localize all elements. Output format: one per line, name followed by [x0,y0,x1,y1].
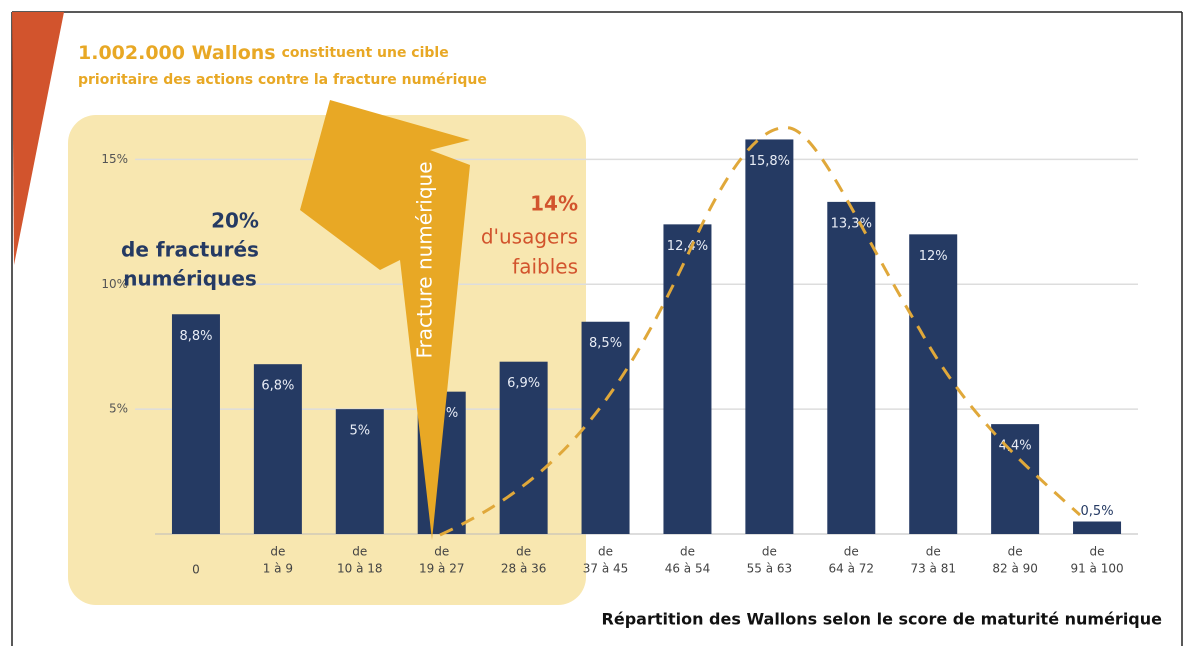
x-tick-label: de [434,545,449,559]
value-label: 12,4% [667,239,708,254]
chart: 5%10%15% 08,8%de1 à 96,8%de10 à 185%de19… [0,0,1195,646]
y-tick-label: 5% [109,402,128,416]
x-tick-label: 19 à 27 [419,562,465,576]
x-tick-label: 91 à 100 [1070,562,1123,576]
value-label: 8,8% [179,329,212,344]
fracture-label: Fracture numérique [413,161,437,358]
title-highlight: 1.002.000 Wallons [78,42,276,64]
x-tick-label: de [680,545,695,559]
x-tick-label: 46 à 54 [665,562,711,576]
x-tick-label: 37 à 45 [583,562,629,576]
x-tick-label: de [1090,545,1105,559]
annotation-text: numériques [123,267,257,291]
x-tick-label: 28 à 36 [501,562,547,576]
bar [172,314,220,534]
value-label: 13,3% [831,216,872,231]
x-tick-label: 10 à 18 [337,562,383,576]
value-label: 15,8% [749,154,790,169]
y-tick-label: 15% [101,152,128,166]
x-tick-label: 55 à 63 [747,562,793,576]
annotation-text: faibles [512,255,578,279]
x-tick-label: 82 à 90 [992,562,1038,576]
bar [582,322,630,534]
value-label: 8,5% [589,336,622,351]
value-label: 0,5% [1081,504,1114,519]
x-axis-label: Répartition des Wallons selon le score d… [602,610,1163,629]
x-tick-label: de [270,545,285,559]
annotation-text: de fracturés [121,238,259,262]
bar [827,202,875,534]
x-tick-label: 1 à 9 [263,562,293,576]
x-tick-label: de [762,545,777,559]
value-label: 5% [349,424,370,439]
x-tick-label: de [844,545,859,559]
title-rest: prioritaire des actions contre la fractu… [78,72,487,88]
bar [1073,522,1121,534]
value-label: 12% [919,249,948,264]
annotation-text: d'usagers [481,225,578,249]
value-label: 6,8% [261,379,294,394]
x-tick-label: de [1008,545,1023,559]
x-tick-label: 73 à 81 [910,562,956,576]
x-tick-label: 64 à 72 [829,562,875,576]
x-tick-label: de [516,545,531,559]
x-tick-label: de [352,545,367,559]
annotation-pct: 14% [530,192,578,216]
value-label: 6,9% [507,376,540,391]
x-tick-label: de [598,545,613,559]
bar [663,224,711,534]
title-rest: constituent une cible [282,45,449,61]
x-tick-label: 0 [192,563,200,577]
title: 1.002.000 Wallons constituent une cible [78,42,449,64]
bar [745,139,793,534]
value-label: 4,4% [999,439,1032,454]
annotation-pct: 20% [211,209,259,233]
bar [909,234,957,534]
x-tick-label: de [926,545,941,559]
